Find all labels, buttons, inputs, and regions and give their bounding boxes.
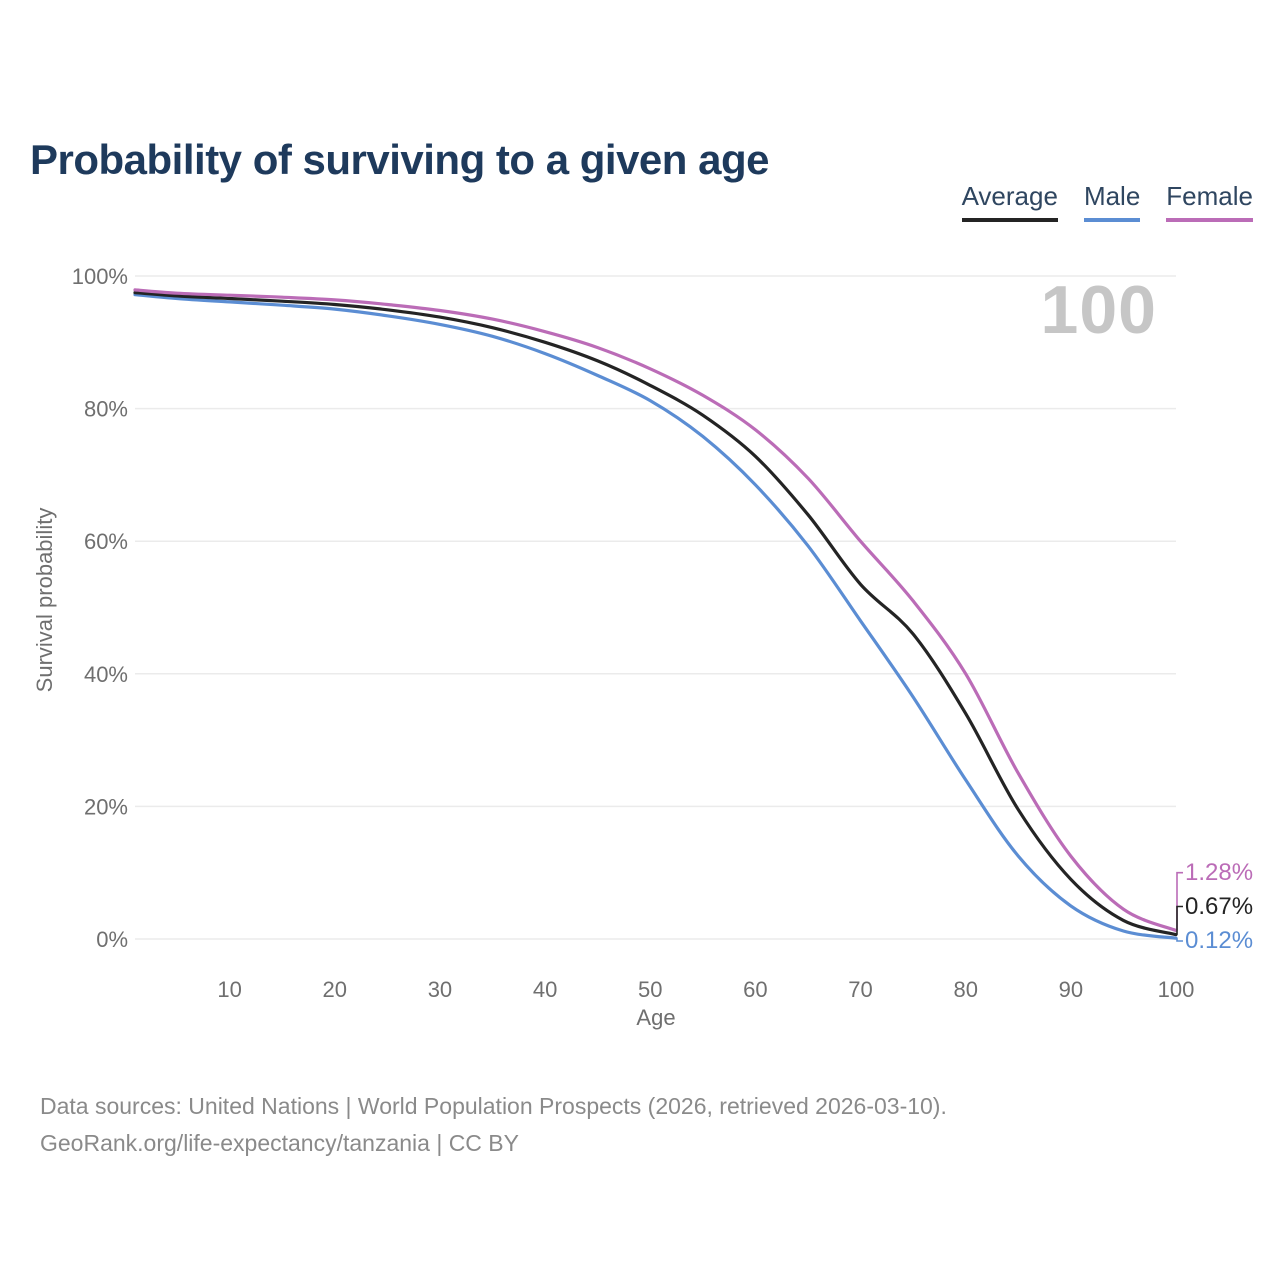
x-tick-label-50: 50	[638, 977, 662, 1002]
y-tick-label-80: 80%	[84, 397, 128, 422]
y-tick-label-100: 100%	[72, 264, 128, 289]
watermark-age-100: 100	[1040, 272, 1157, 348]
end-label-connector-female	[1176, 871, 1183, 931]
y-axis-title: Survival probability	[32, 507, 57, 693]
x-tick-label-90: 90	[1059, 977, 1083, 1002]
x-tick-label-70: 70	[848, 977, 872, 1002]
legend-item-female[interactable]: Female	[1166, 182, 1253, 222]
y-tick-label-60: 60%	[84, 529, 128, 554]
footer-line-sources: Data sources: United Nations | World Pop…	[40, 1093, 947, 1119]
series-line-female	[133, 288, 1178, 933]
legend: Average Male Female	[961, 181, 1253, 222]
legend-label-average: Average	[961, 181, 1058, 211]
end-label-connector-average	[1176, 905, 1183, 935]
y-tick-label-40: 40%	[84, 662, 128, 687]
legend-label-male: Male	[1083, 181, 1141, 211]
x-tick-label-40: 40	[533, 977, 557, 1002]
footer-attribution: Data sources: United Nations | World Pop…	[40, 1088, 947, 1162]
legend-item-average[interactable]: Average	[961, 181, 1058, 222]
x-tick-label-20: 20	[323, 977, 347, 1002]
x-tick-label-30: 30	[428, 977, 452, 1002]
chart-title: Probability of surviving to a given age	[30, 136, 769, 184]
end-label-male: 0.12%	[1185, 926, 1254, 954]
end-label-female: 1.28%	[1185, 858, 1254, 886]
x-tick-label-10: 10	[217, 977, 241, 1002]
end-label-average: 0.67%	[1185, 892, 1254, 920]
legend-label-female: Female	[1166, 181, 1253, 211]
x-tick-label-100: 100	[1158, 977, 1195, 1002]
x-tick-label-80: 80	[953, 977, 977, 1002]
footer-line-license: GeoRank.org/life-expectancy/tanzania | C…	[40, 1130, 519, 1156]
survival-probability-chart: 0% 20% 40% 60% 80% 100% 10 20 30 40 50 60 70 80 90 100	[72, 264, 1195, 1002]
legend-item-male[interactable]: Male	[1083, 181, 1141, 222]
y-tick-label-20: 20%	[84, 794, 128, 819]
x-axis-title: Age	[636, 1005, 676, 1030]
x-tick-label-60: 60	[743, 977, 767, 1002]
y-tick-label-0: 0%	[96, 927, 128, 952]
series-line-average	[133, 291, 1178, 937]
series-line-male	[133, 293, 1178, 940]
end-label-connector-male	[1176, 938, 1183, 942]
